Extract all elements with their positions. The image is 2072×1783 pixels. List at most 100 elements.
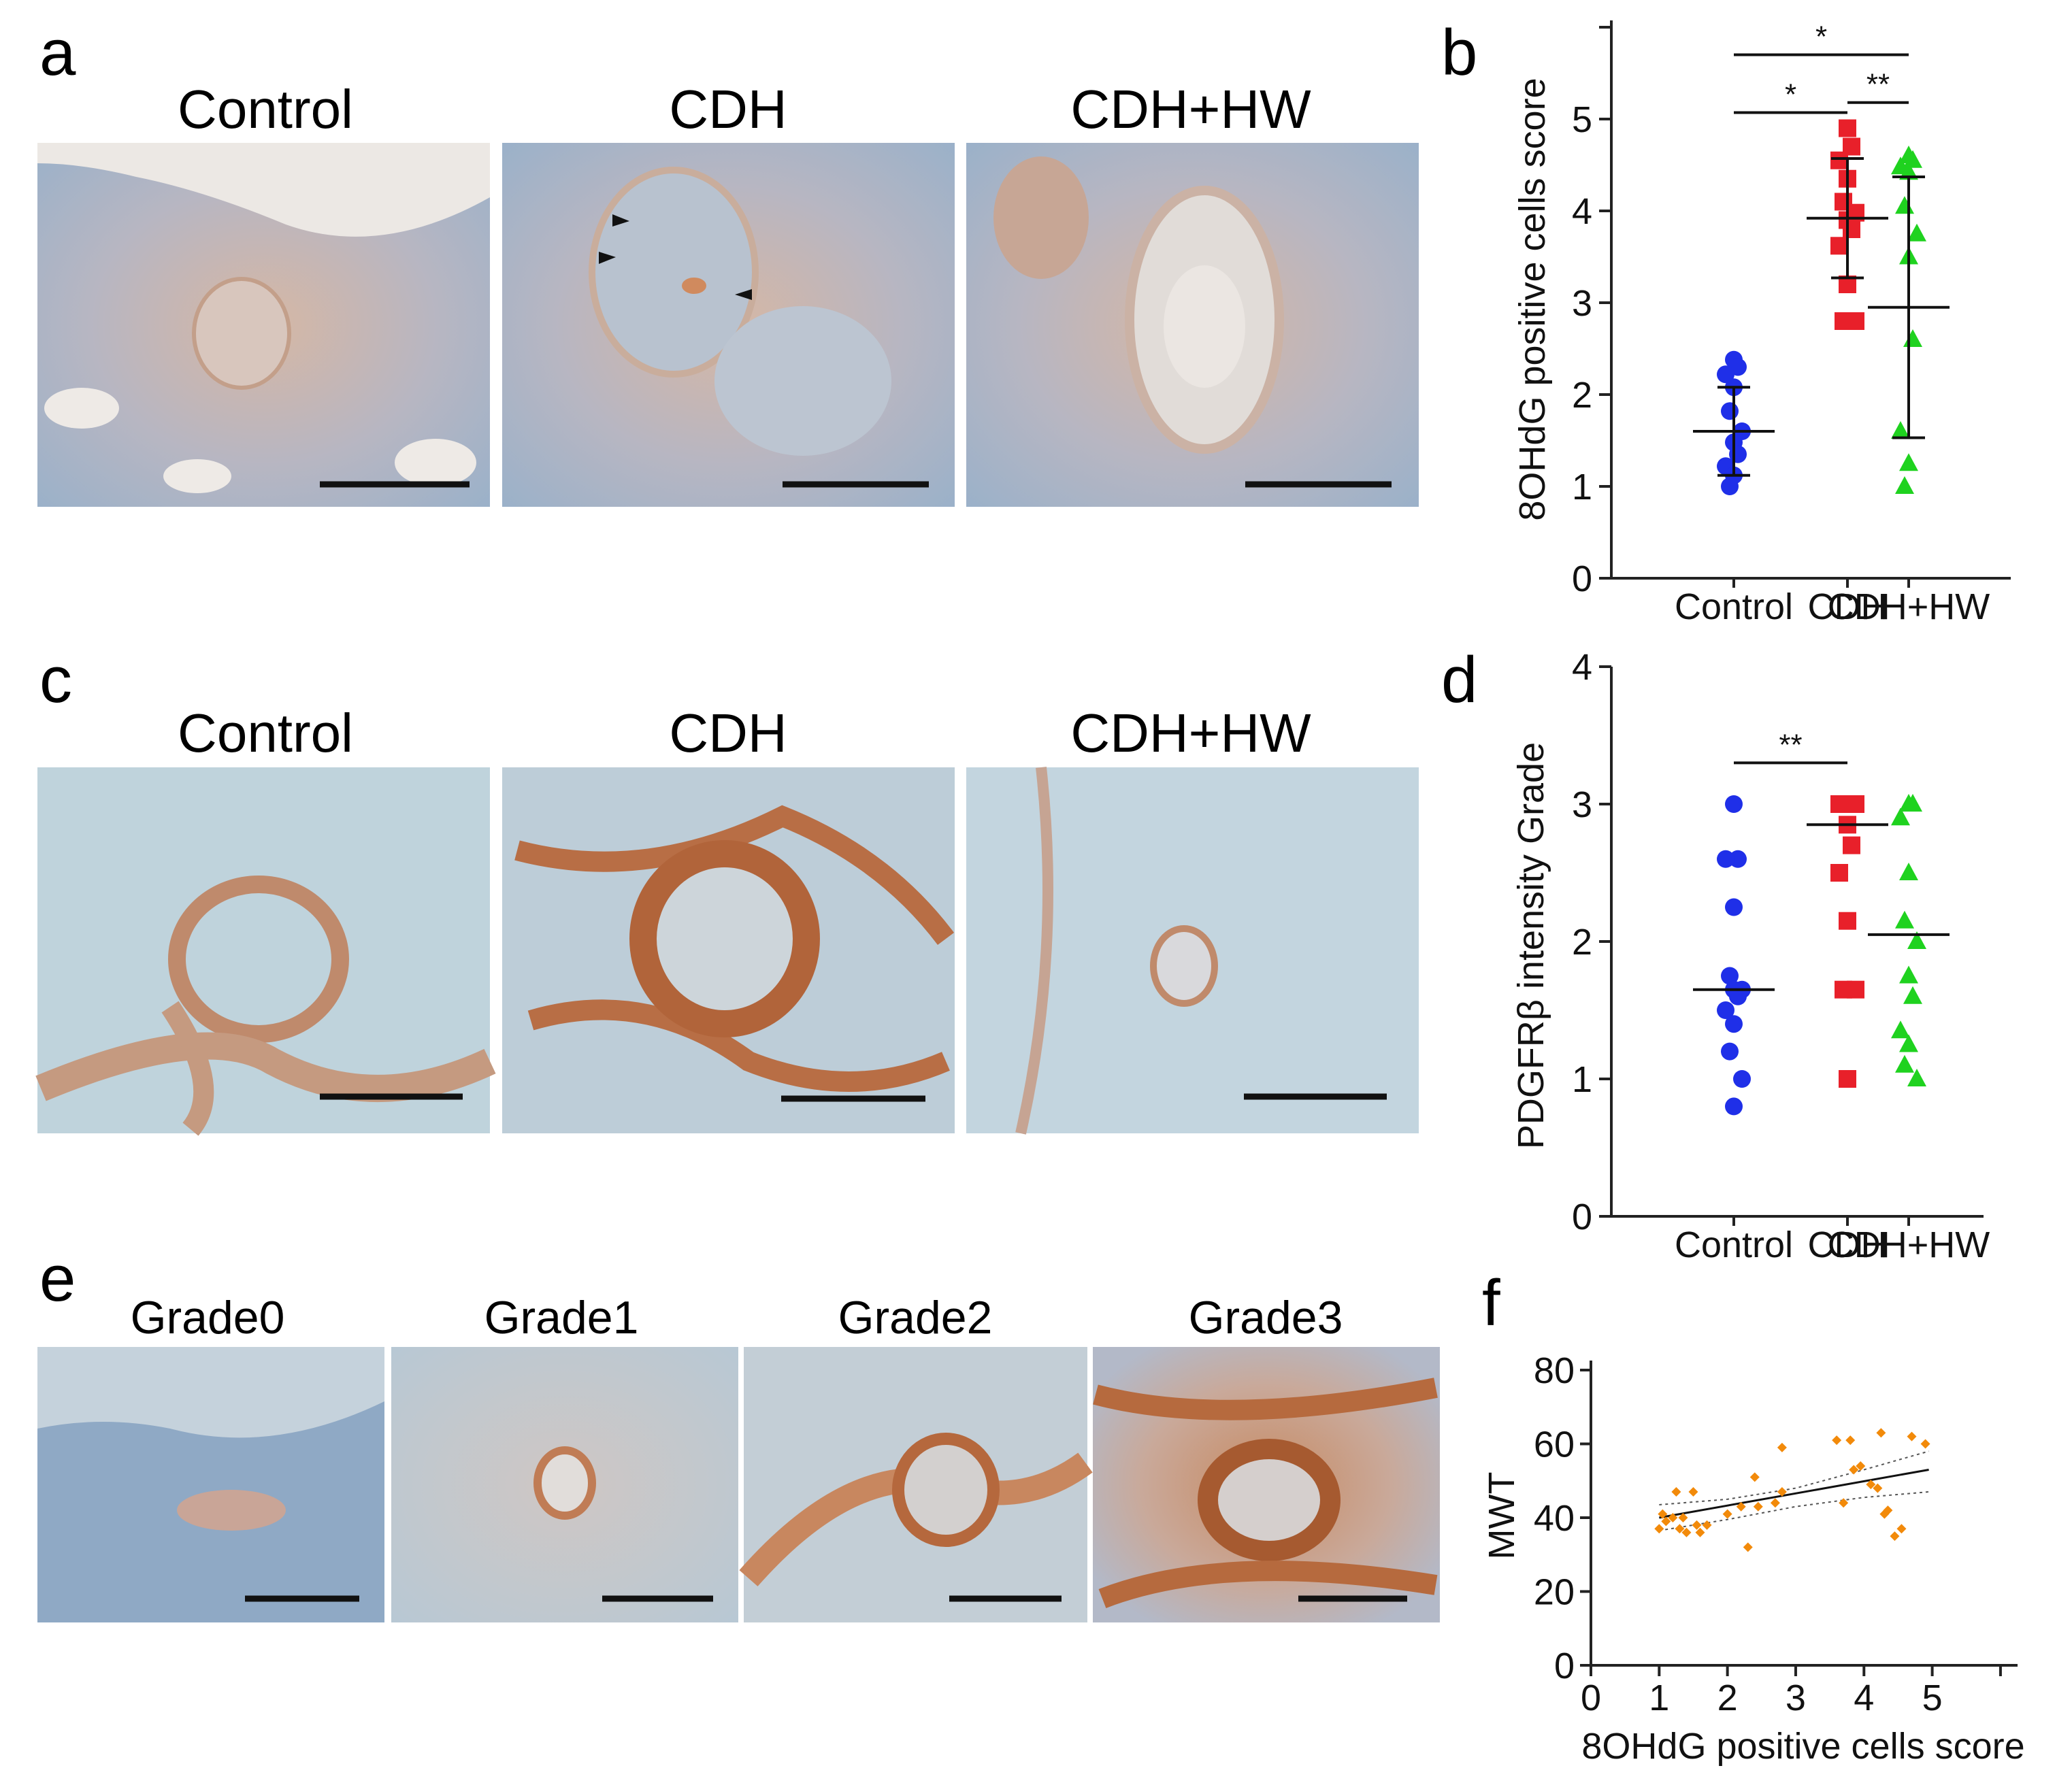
- data-point: [1899, 162, 1918, 180]
- micrograph-a-cdhhw: [966, 143, 1419, 507]
- data-point: [1749, 1472, 1760, 1482]
- data-point: [1845, 1435, 1856, 1446]
- y-tick-label: 80: [1534, 1350, 1575, 1391]
- data-point: [1843, 220, 1860, 238]
- y-tick-label: 4: [1572, 647, 1592, 688]
- chart-b: 8OHdG positive cells score 0 1 2 3 4 5 Contro…: [1512, 20, 2011, 627]
- y-tick-label: 0: [1554, 1646, 1575, 1686]
- data-point: [1903, 794, 1922, 812]
- panel-c-title-cdhhw: CDH+HW: [1070, 703, 1311, 763]
- data-point: [1896, 1524, 1907, 1534]
- data-point: [1907, 1069, 1926, 1086]
- significance-label: **: [1779, 728, 1802, 761]
- data-point: [1873, 1483, 1883, 1493]
- chart-b-ylabel: 8OHdG positive cells score: [1512, 78, 1553, 520]
- micrograph-c-cdhhw: [966, 767, 1419, 1135]
- panel-c: Control CDH CDH+HW: [35, 703, 1419, 1136]
- data-point: [1777, 1442, 1787, 1452]
- panel-label-d: d: [1441, 644, 1477, 716]
- data-point: [1830, 237, 1848, 255]
- panel-label-f: f: [1482, 1267, 1500, 1339]
- micrograph-c-cdh: [502, 767, 955, 1133]
- data-point: [1866, 1480, 1876, 1490]
- data-point: [1725, 1097, 1743, 1116]
- data-point: [1733, 1070, 1751, 1088]
- panel-e-title-grade0: Grade0: [131, 1292, 285, 1344]
- panel-a-title-cdhhw: CDH+HW: [1070, 79, 1311, 139]
- data-point: [1721, 1042, 1739, 1061]
- data-point: [1661, 1516, 1671, 1527]
- data-point: [1891, 421, 1910, 439]
- data-point: [1671, 1487, 1681, 1497]
- panel-label-c: c: [39, 644, 72, 716]
- y-tick-label: 4: [1572, 191, 1592, 232]
- x-tick-label: 3: [1786, 1678, 1806, 1718]
- data-point: [1736, 1501, 1746, 1512]
- data-point: [1729, 850, 1747, 868]
- x-tick-label: 4: [1854, 1678, 1874, 1718]
- data-point: [1692, 1520, 1702, 1530]
- ci-upper-line: [1659, 1450, 1929, 1505]
- data-point: [1832, 1435, 1842, 1446]
- x-category-label: CDH: [1808, 586, 1888, 627]
- data-point: [1903, 329, 1922, 347]
- data-point: [1753, 1501, 1763, 1512]
- x-tick-label: 0: [1581, 1678, 1601, 1718]
- data-point: [1658, 1509, 1668, 1519]
- data-point: [1907, 1431, 1917, 1442]
- data-point: [1654, 1524, 1664, 1534]
- y-tick-label: 5: [1572, 99, 1592, 140]
- data-point: [1847, 795, 1864, 813]
- data-point: [1729, 987, 1747, 1005]
- data-point: [1725, 898, 1743, 916]
- x-category-label: CDH+HW: [1828, 586, 1990, 627]
- data-point: [1890, 1531, 1900, 1542]
- micrograph-e-grade1: [391, 1347, 738, 1622]
- data-point: [1907, 931, 1926, 949]
- y-tick-label: 0: [1572, 559, 1592, 599]
- data-point: [1895, 196, 1914, 214]
- data-point: [1843, 836, 1860, 854]
- y-tick-label: 20: [1534, 1572, 1575, 1613]
- x-category-label: CDH+HW: [1828, 1224, 1990, 1265]
- data-point: [1695, 1527, 1705, 1537]
- data-point: [1920, 1439, 1930, 1449]
- panel-label-a: a: [39, 16, 76, 89]
- data-point: [1725, 795, 1743, 813]
- data-point: [1717, 365, 1734, 384]
- data-point: [1839, 119, 1856, 137]
- data-point: [1675, 1524, 1685, 1534]
- micrograph-a-control: [37, 143, 490, 507]
- panel-label-b: b: [1441, 16, 1477, 89]
- panel-e-title-grade2: Grade2: [838, 1292, 993, 1344]
- data-point: [1907, 223, 1926, 241]
- chart-f-ylabel: MWT: [1481, 1472, 1522, 1560]
- data-point: [1777, 1487, 1787, 1497]
- data-point: [1883, 1505, 1893, 1516]
- chart-d-ylabel: PDGFRβ intensity Grade: [1511, 742, 1551, 1149]
- data-point: [1839, 1070, 1856, 1088]
- data-point: [1839, 1498, 1849, 1508]
- ci-lower-line: [1659, 1491, 1929, 1531]
- data-point: [1895, 476, 1914, 494]
- chart-f: MWT 8OHdG positive cells score 020406080…: [1481, 1350, 2025, 1767]
- data-point: [1702, 1520, 1712, 1530]
- y-tick-label: 60: [1534, 1424, 1575, 1465]
- y-tick-label: 0: [1572, 1197, 1592, 1237]
- x-category-label: Control: [1675, 1224, 1793, 1265]
- data-point: [1899, 453, 1918, 471]
- x-category-label: Control: [1675, 586, 1793, 627]
- data-point: [1891, 1020, 1910, 1039]
- y-tick-label: 40: [1534, 1498, 1575, 1539]
- panel-a-title-control: Control: [178, 79, 353, 139]
- arrowhead-icon: [612, 214, 629, 227]
- data-point: [1899, 863, 1918, 880]
- data-point: [1725, 1015, 1743, 1033]
- y-tick-label: 2: [1572, 375, 1592, 416]
- panel-a: Control CDH CDH+HW: [37, 79, 1419, 507]
- chart-d: PDGFRβ intensity Grade 0 1 2 3 4 Control CDHC…: [1511, 647, 1990, 1265]
- data-point: [1895, 910, 1914, 929]
- micrograph-e-grade0: [37, 1347, 384, 1622]
- data-point: [1847, 312, 1864, 330]
